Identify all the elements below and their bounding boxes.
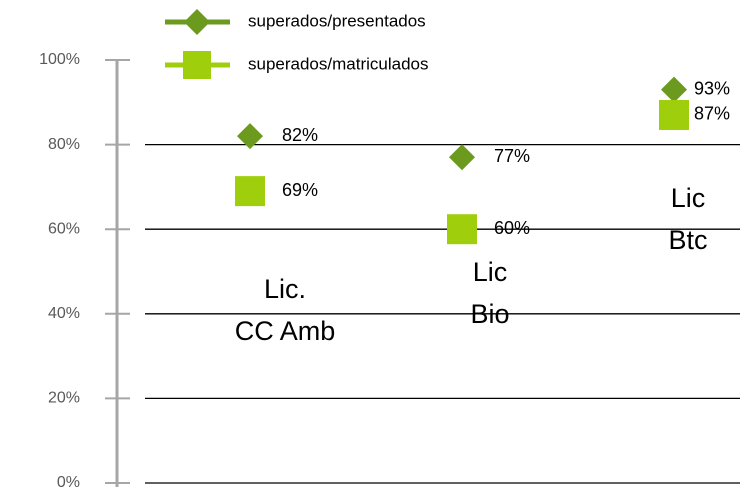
category-label: Lic. CC Amb bbox=[235, 274, 336, 346]
legend-label: superados/matriculados bbox=[248, 54, 428, 73]
data-point bbox=[449, 144, 475, 171]
data-label: 93% bbox=[694, 78, 730, 98]
y-tick-label: 0% bbox=[57, 474, 80, 487]
y-tick-label: 20% bbox=[48, 390, 80, 407]
data-point bbox=[659, 99, 689, 130]
data-point bbox=[447, 214, 477, 245]
data-point bbox=[237, 123, 263, 150]
data-point bbox=[661, 76, 687, 103]
category-label: Lic Bio bbox=[470, 257, 509, 329]
y-tick-label: 60% bbox=[48, 220, 80, 237]
y-tick-label: 100% bbox=[39, 51, 80, 68]
data-label: 82% bbox=[282, 125, 318, 145]
legend-marker bbox=[184, 9, 210, 35]
y-tick-label: 80% bbox=[48, 136, 80, 153]
data-label: 60% bbox=[494, 218, 530, 238]
legend-marker bbox=[183, 51, 211, 79]
data-label: 69% bbox=[282, 180, 318, 200]
category-label: Lic Btc bbox=[668, 183, 707, 255]
legend-label: superados/presentados bbox=[248, 11, 426, 30]
data-point bbox=[235, 176, 265, 207]
data-label: 77% bbox=[494, 146, 530, 166]
data-label: 87% bbox=[694, 104, 730, 124]
y-tick-label: 40% bbox=[48, 305, 80, 322]
